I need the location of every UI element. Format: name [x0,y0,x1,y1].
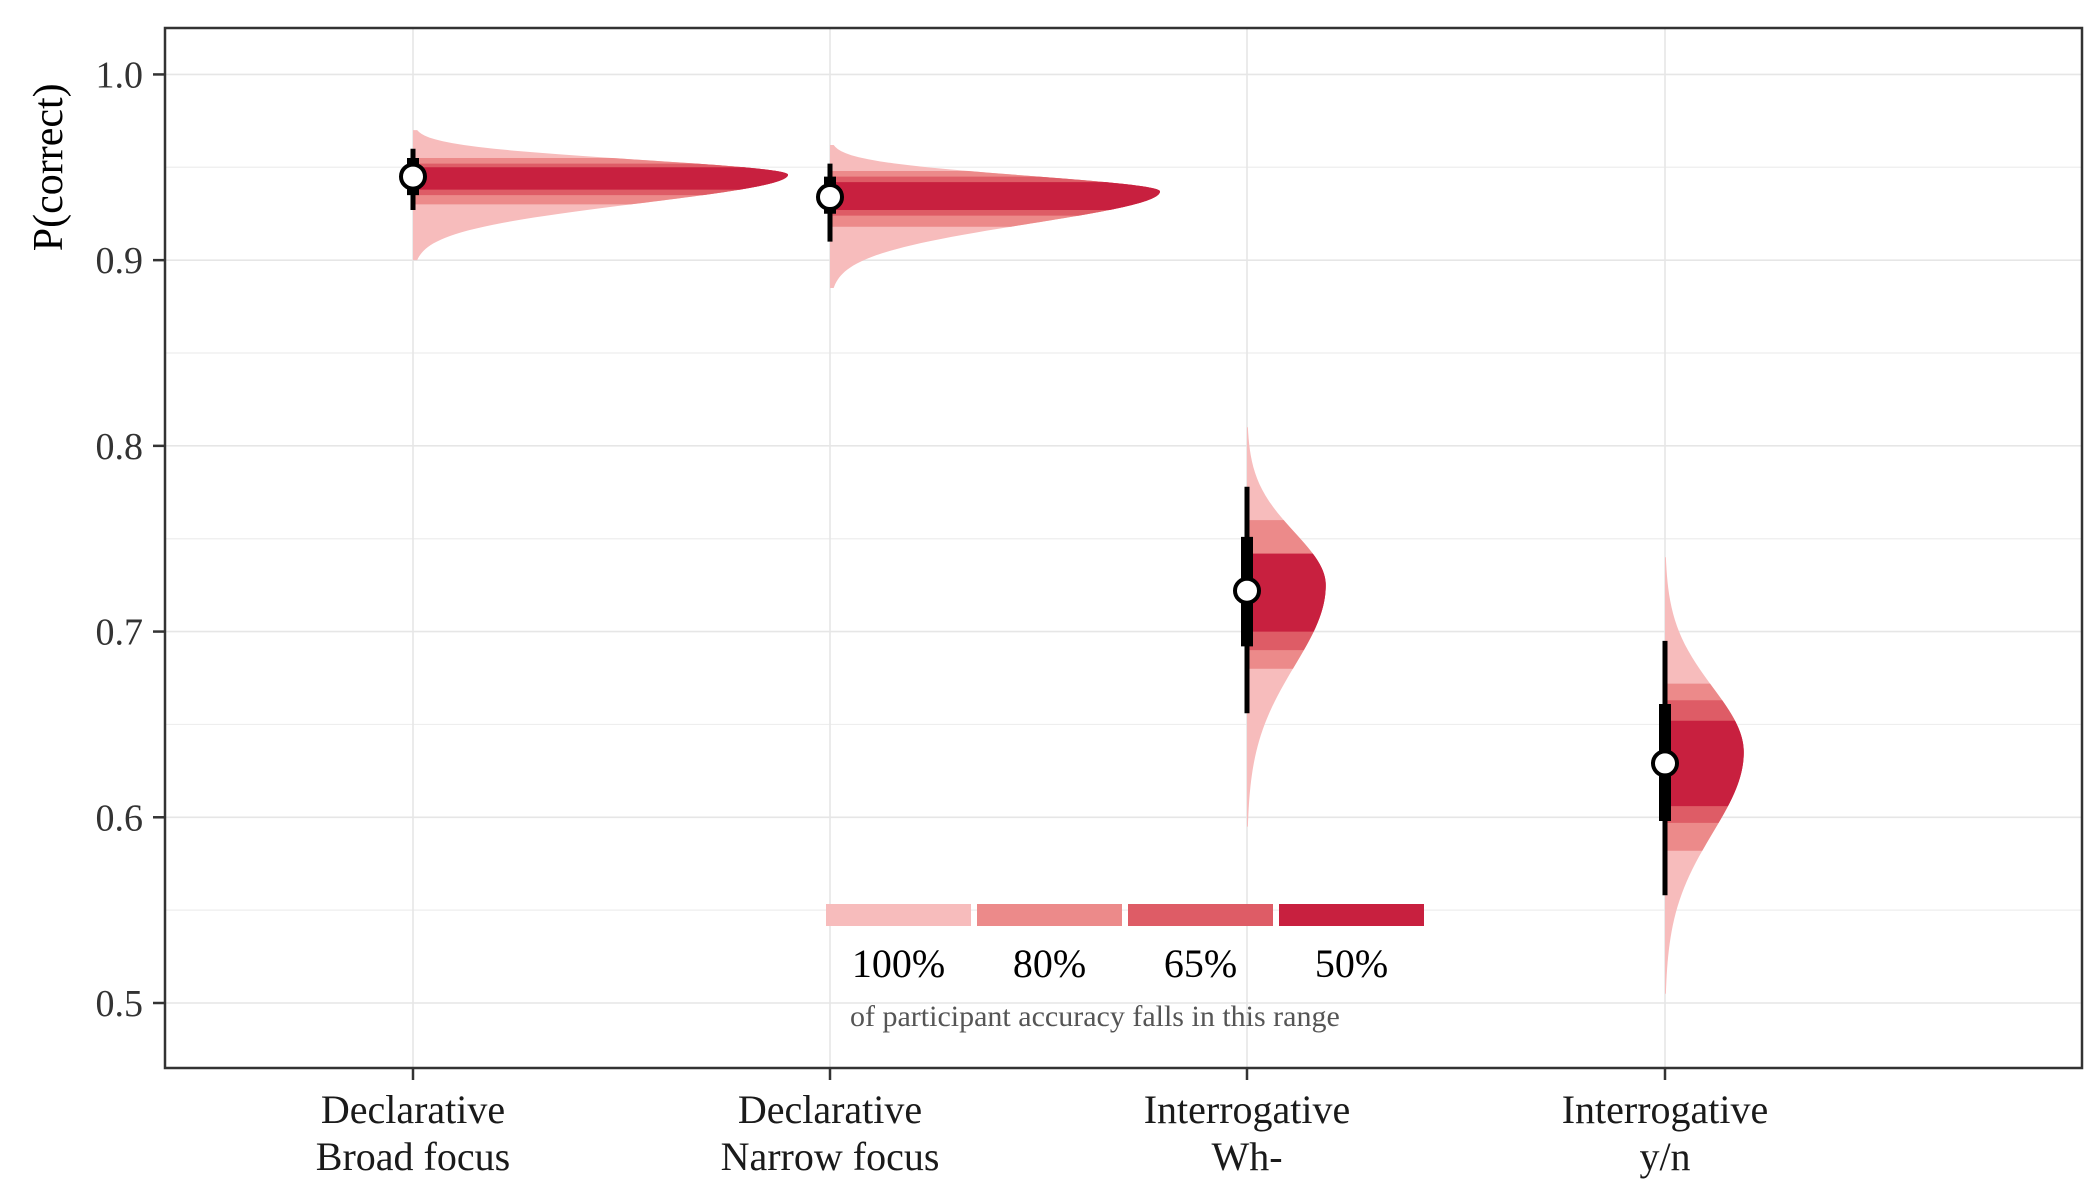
y-tick-label: 0.8 [96,426,144,468]
x-category-label: Broad focus [316,1134,510,1179]
median-point [1651,749,1679,778]
y-tick-label: 0.9 [96,240,144,282]
plot-frame [163,26,2084,1070]
legend: 100% 80% 65% 50% of participant accuracy fal… [826,904,1424,1033]
legend-swatch-65 [1128,904,1273,926]
median-point [399,162,427,191]
density-band-50 [830,182,1160,210]
y-tick-label: 1.0 [96,54,144,96]
legend-swatch-80 [977,904,1122,926]
x-category-label: Interrogative [1144,1087,1351,1132]
legend-swatch-100 [826,904,971,926]
median-point [1233,576,1261,605]
y-tick-label: 0.5 [96,983,144,1025]
x-category-label: Wh- [1211,1134,1282,1179]
x-category-label: y/n [1639,1134,1690,1179]
x-category-label: Declarative [738,1087,922,1132]
legend-label: 80% [1013,941,1086,986]
density-band-50 [1665,720,1744,807]
x-category-label: Narrow focus [721,1134,940,1179]
median-point [816,183,844,211]
y-tick-label: 0.6 [96,797,144,839]
legend-label: 50% [1315,941,1388,986]
violin-layer [413,130,1744,994]
legend-label: 100% [852,941,945,986]
y-tick-label: 0.7 [96,612,144,654]
density-band-50 [1247,553,1326,632]
legend-swatch-50 [1279,904,1424,926]
x-category-label: Declarative [321,1087,505,1132]
legend-label: 65% [1164,941,1237,986]
interval-layer [399,148,1679,896]
density-band-50 [413,167,788,190]
x-category-label: Interrogative [1562,1087,1769,1132]
legend-caption: of participant accuracy falls in this ra… [850,1000,1340,1033]
y-axis-title: P(correct) [26,83,72,251]
